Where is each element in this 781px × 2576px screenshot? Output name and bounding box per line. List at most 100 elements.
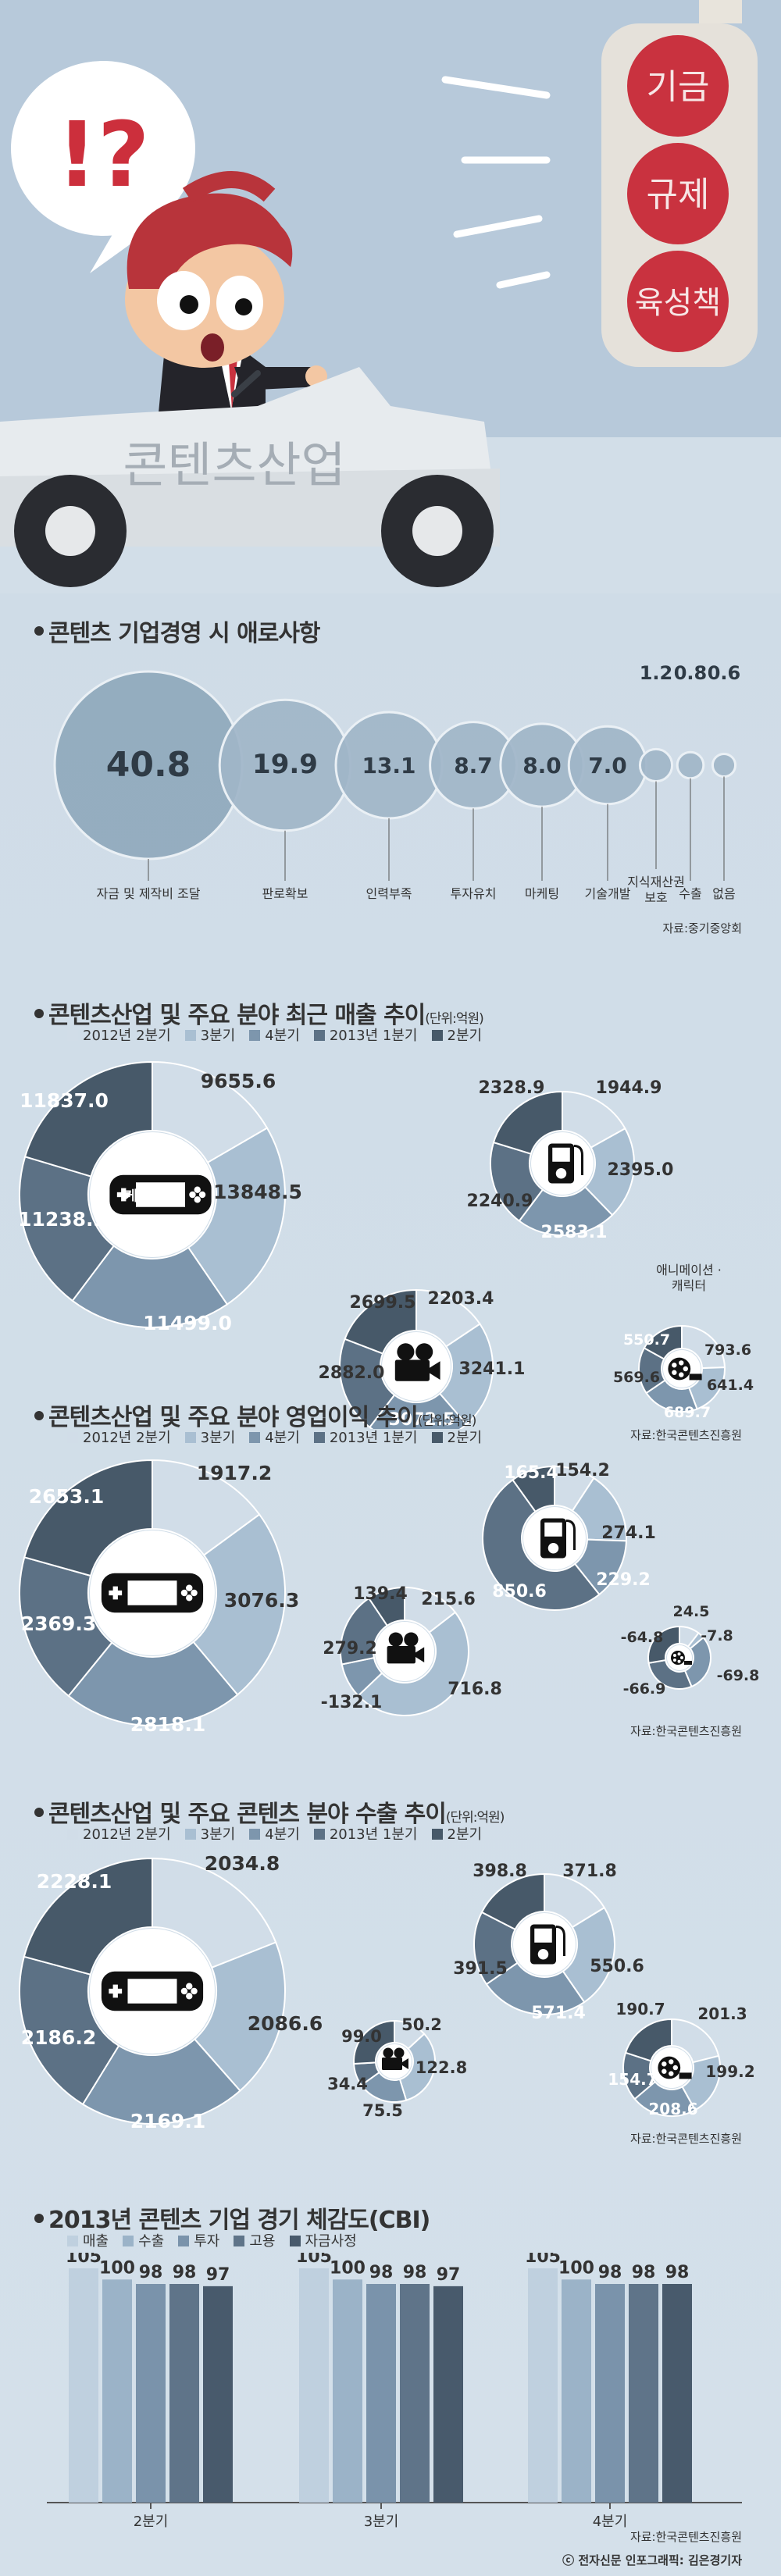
section3-legend-swatch [313, 1432, 325, 1443]
section3-legend: 2012년 2분기 3분기 4분기 2013년 1분기 2분기 [67, 1427, 482, 1447]
export-game-value-4: 2228.1 [37, 1870, 112, 1893]
section3-legend-item: 2012년 2분기 [67, 1427, 171, 1447]
bar-1-2 [366, 2284, 396, 2503]
section4-legend-label: 2012년 2분기 [83, 1826, 171, 1843]
bar-value-2-4: 98 [665, 2263, 690, 2282]
signal-light-3 [627, 251, 729, 352]
bar-1-1 [333, 2279, 362, 2503]
section4-legend-item: 4분기 [249, 1823, 300, 1844]
bubble-value-4: 8.0 [522, 753, 562, 779]
sales-movie-segment-2 [368, 1392, 468, 1429]
section2-bullet [34, 1009, 44, 1018]
exclaim-mark: !? [56, 103, 149, 208]
bar-2-1 [562, 2279, 591, 2503]
bar-1-4 [433, 2286, 463, 2503]
sales-movie-camera-lens [430, 1361, 440, 1380]
sales-music-earphone-cord [573, 1145, 583, 1175]
export-game-value-1: 2086.6 [248, 2012, 323, 2035]
section4-legend-item: 2분기 [431, 1823, 483, 1844]
sales-anim-film-hole [672, 1370, 677, 1375]
export-movie-value-1: 122.8 [415, 2058, 467, 2077]
export-game-segment-1 [193, 1941, 286, 2092]
profit-music-value-4: 165.4 [504, 1463, 558, 1483]
export-music-value-2: 571.4 [531, 2004, 586, 2023]
sales-music-value-2: 2583.1 [541, 1223, 608, 1242]
profit-movie-value-1: 716.8 [448, 1680, 502, 1699]
signal-label-2: 규제 [647, 175, 710, 215]
sales-movie-segment-3 [339, 1338, 396, 1429]
sales-game-segment-3 [19, 1156, 116, 1302]
profit-music-value-2: 229.2 [596, 1570, 651, 1590]
section5-legend-item: 고용 [234, 2230, 276, 2250]
section5-legend-label: 투자 [194, 2233, 220, 2250]
section2-donut-charts: 게임 9655.6 13848.5 11499.0 11238.3 11837.0 2203… [18, 1060, 754, 1429]
profit-game-gamepad-screen [127, 1580, 177, 1605]
export-movie-camera-lens [402, 2058, 408, 2069]
profit-music-player-wheel [547, 1543, 559, 1554]
sales-game-segment-2 [71, 1245, 229, 1328]
section2-title: 콘텐츠산업 및 주요 분야 최근 매출 추이(단위:억원) [48, 996, 484, 1030]
bubble-label-3: 투자유치 [451, 886, 497, 901]
bubble-label-6: 지식재산권 [627, 875, 685, 889]
bubble-value-1: 19.9 [252, 749, 318, 780]
profit-music-earphone-cord [565, 1520, 576, 1550]
bubble-value-2: 13.1 [362, 753, 415, 779]
bar-2-0 [528, 2268, 558, 2503]
export-movie-value-0: 50.2 [401, 2015, 442, 2034]
section3-legend-swatch [184, 1432, 196, 1443]
export-game-game-icon [101, 1971, 204, 2011]
profit-movie-value-3: 279.2 [323, 1639, 377, 1659]
export-anim-film-hole [669, 2071, 674, 2076]
section3-legend-label: 3분기 [200, 1430, 236, 1446]
sales-movie-segment-1 [438, 1323, 494, 1426]
sales-movie-value-0: 2203.4 [428, 1289, 494, 1309]
section4-bullet [34, 1808, 44, 1817]
profit-game-segment-3 [19, 1556, 113, 1698]
section3-legend-swatch [249, 1432, 261, 1443]
section5-legend-label: 수출 [138, 2233, 165, 2250]
section5-legend-swatch [234, 2236, 245, 2246]
section4-legend-label: 2분기 [447, 1826, 483, 1843]
bubble-value-5: 7.0 [588, 753, 627, 779]
profit-music-music-icon [540, 1518, 576, 1559]
sales-game-segment-4 [23, 1060, 153, 1178]
section2-legend-item: 3분기 [184, 1024, 235, 1045]
anim-caption-2: 캐릭터 [672, 1278, 706, 1293]
section4-legend-label: 2013년 1분기 [329, 1826, 418, 1843]
sales-game-value-4: 11837.0 [20, 1089, 109, 1112]
bubble-label-7: 수출 [679, 886, 701, 901]
sales-music-segment-3 [490, 1141, 544, 1223]
credit-line: ⓒ 전자신문 인포그래픽: 김은경기자 [562, 2553, 742, 2567]
profit-music-value-0: 154.2 [555, 1461, 610, 1480]
bar-value-1-4: 97 [437, 2265, 461, 2285]
export-anim-film-hole [662, 2068, 667, 2074]
profit-game-value-2: 2818.1 [130, 1713, 205, 1736]
signal-light-2 [627, 143, 729, 244]
section5-legend-swatch [178, 2236, 190, 2246]
section4-legend-item: 2012년 2분기 [67, 1823, 171, 1844]
bar-value-0-2: 98 [139, 2263, 163, 2282]
export-game-value-2: 2169.1 [130, 2110, 205, 2132]
export-music-segment-1 [562, 1906, 615, 2004]
export-anim-film-hole [672, 2065, 678, 2071]
section5-legend-label: 고용 [249, 2233, 276, 2250]
profit-music-player-screen [544, 1522, 562, 1537]
sales-game-gamepad-btn [198, 1191, 206, 1199]
profit-movie-value-0: 215.6 [421, 1590, 476, 1609]
bubble-label-4: 마케팅 [525, 886, 559, 901]
export-music-value-1: 550.6 [590, 1957, 644, 1976]
section2-legend-swatch [249, 1030, 261, 1041]
driver-character [125, 171, 327, 437]
export-game-segment-2 [81, 2038, 241, 2125]
export-movie-reel [383, 2047, 394, 2058]
sales-anim-value-3: 569.6 [613, 1369, 660, 1386]
profit-movie-value-2: -132.1 [321, 1693, 383, 1712]
bar-value-1-0: 105 [296, 2253, 332, 2267]
export-game-gamepad-screen [127, 1979, 177, 2004]
bubble-label-8: 없음 [712, 886, 735, 901]
section5-legend-swatch [289, 2236, 301, 2246]
bubble-8 [711, 752, 737, 779]
section3-legend-item: 3분기 [184, 1427, 236, 1447]
profit-game-value-0: 1917.2 [197, 1462, 272, 1484]
